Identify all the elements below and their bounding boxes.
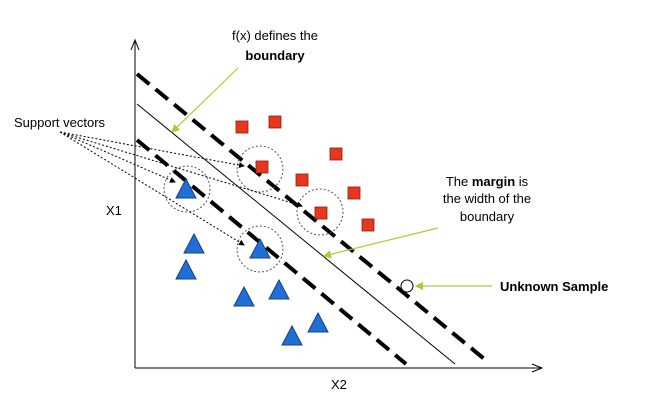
margin-annotation-bold: margin xyxy=(472,174,515,189)
margin-line-upper xyxy=(135,72,490,364)
class-a-square xyxy=(347,186,361,200)
class-b-triangle xyxy=(307,311,329,333)
support-vector-leader xyxy=(59,131,245,169)
class-a-square xyxy=(255,160,269,174)
margin-annotation-line3: boundary xyxy=(460,209,515,224)
margin-annotation-line1: The margin is xyxy=(446,174,529,189)
support-vector-circle xyxy=(236,145,284,193)
class-b-triangle xyxy=(183,232,205,254)
boundary-annotation-line2: boundary xyxy=(245,48,305,63)
class-b-triangle xyxy=(281,324,303,346)
class-b-triangle xyxy=(175,258,197,280)
support-vector-circle xyxy=(163,165,211,213)
unknown-sample-label: Unknown Sample xyxy=(500,279,608,294)
x-axis-label: X2 xyxy=(331,377,347,392)
boundary-annotation-line1: f(x) defines the xyxy=(232,28,318,43)
class-b-triangles xyxy=(175,177,329,346)
support-vector-leader xyxy=(59,131,176,183)
support-vector-circle xyxy=(236,225,284,273)
class-b-triangle xyxy=(268,278,290,300)
green-leaders xyxy=(171,67,492,291)
class-a-square xyxy=(295,173,309,187)
class-a-square xyxy=(268,115,282,129)
support-vector-leaders xyxy=(59,131,303,246)
y-axis-arrow xyxy=(130,38,140,51)
class-b-triangle xyxy=(249,237,271,259)
support-vectors-label: Support vectors xyxy=(14,115,106,130)
unknown-sample-point xyxy=(400,279,414,293)
y-axis-label: X1 xyxy=(106,203,122,218)
class-b-triangle xyxy=(175,177,197,199)
class-a-square xyxy=(329,147,343,161)
support-vector-circles xyxy=(163,145,344,273)
margin-leader-arrow xyxy=(322,227,439,259)
axes xyxy=(130,38,544,373)
class-a-square xyxy=(314,206,328,220)
class-a-squares xyxy=(235,115,375,232)
decision-boundary-line xyxy=(136,103,456,365)
margin-annotation-line2: the width of the xyxy=(443,191,531,206)
class-a-square xyxy=(361,218,375,232)
margin-annotation-post: is xyxy=(515,174,529,189)
class-b-triangle xyxy=(233,285,255,307)
support-vector-circle xyxy=(296,188,344,236)
class-a-square xyxy=(235,120,249,134)
boundary-leader-arrow xyxy=(171,67,239,133)
margin-annotation-pre: The xyxy=(446,174,472,189)
margin-line-lower xyxy=(135,138,408,366)
x-axis-arrow xyxy=(531,363,544,373)
